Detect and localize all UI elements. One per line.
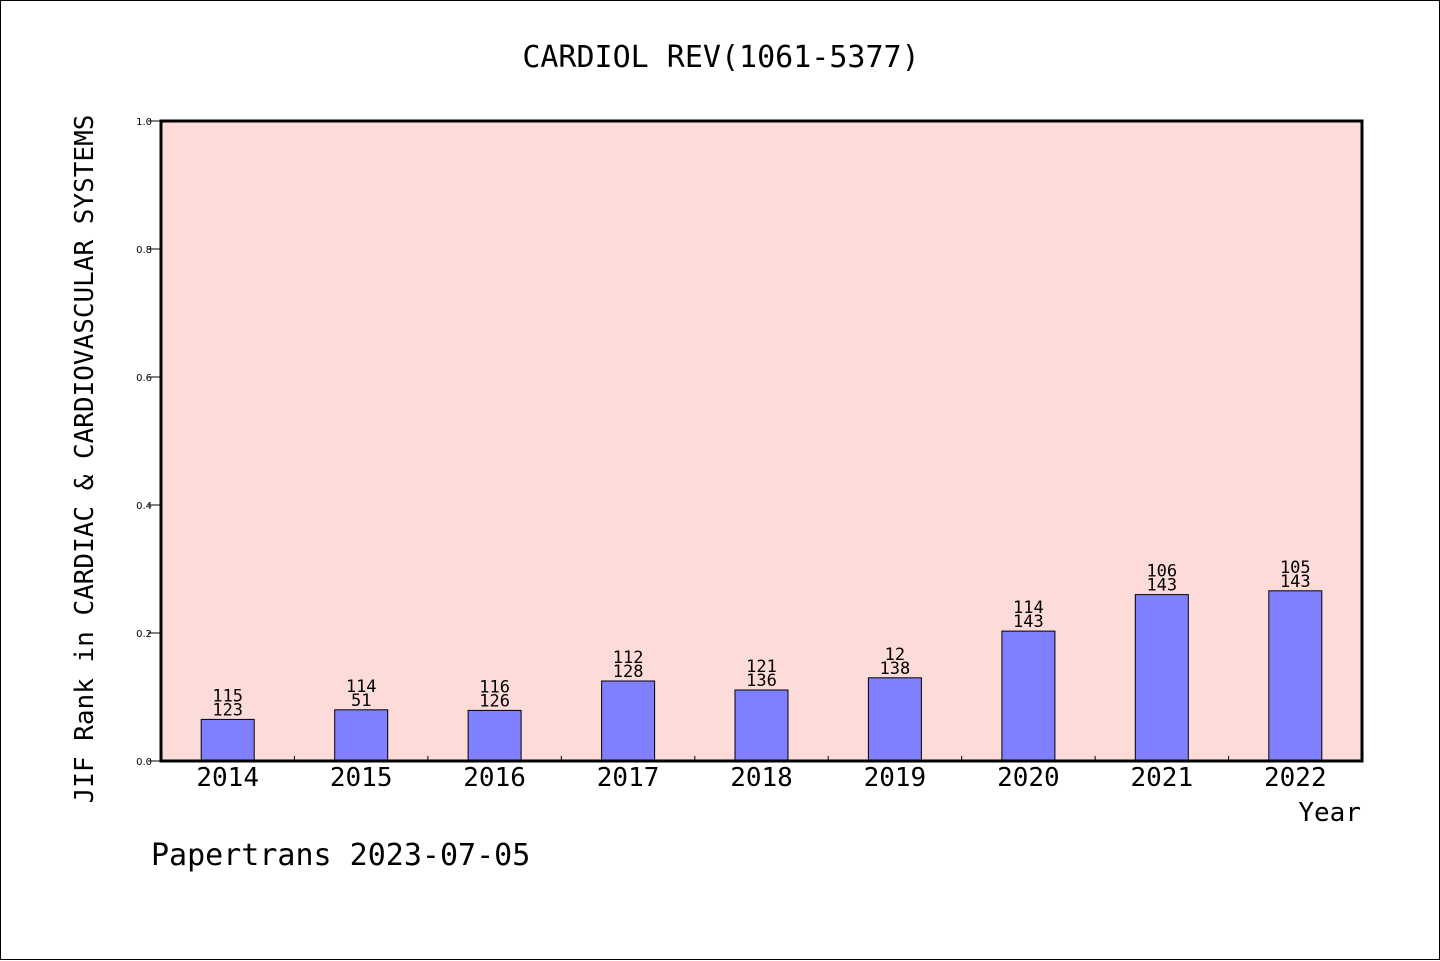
bar-label-top: 12 xyxy=(885,645,905,665)
bar-label-bottom: 143 xyxy=(1146,576,1177,596)
bar-label-top: 112 xyxy=(613,648,644,668)
bar-label-top: 116 xyxy=(479,677,510,697)
bar-label-bottom: 128 xyxy=(613,662,644,682)
bar-2019 xyxy=(867,677,922,762)
x-axis-label: Year xyxy=(1298,798,1361,828)
plot-border xyxy=(159,119,1364,763)
bar-2018 xyxy=(734,689,789,762)
y-tick-label: 0.6 xyxy=(136,373,152,384)
chart-title: CARDIOL REV(1061-5377) xyxy=(522,40,919,75)
x-tick-label: 2015 xyxy=(330,763,393,793)
x-tick-label: 2016 xyxy=(463,763,526,793)
bar-label-bottom: 126 xyxy=(479,691,510,711)
x-tick-label: 2022 xyxy=(1264,763,1327,793)
bar-label-bottom: 51 xyxy=(351,691,371,711)
y-tick-label: 0.4 xyxy=(136,501,152,512)
bar-label-top: 114 xyxy=(1013,598,1044,618)
bar-2021 xyxy=(1134,594,1189,762)
bar-label-bottom: 123 xyxy=(212,700,243,720)
y-tick-label: 0.0 xyxy=(136,757,152,768)
bar-2014 xyxy=(200,718,255,762)
x-tick-label: 2017 xyxy=(597,763,660,793)
y-tick-label: 1.0 xyxy=(136,117,152,128)
bar-label-top: 121 xyxy=(746,657,777,677)
y-axis-label: JIF Rank in CARDIAC & CARDIOVASCULAR SYS… xyxy=(70,115,100,804)
x-tick-label: 2018 xyxy=(730,763,793,793)
footer-credit: Papertrans 2023-07-05 xyxy=(151,838,530,873)
bar-label-top: 106 xyxy=(1146,562,1177,582)
y-tick-label: 0.8 xyxy=(136,245,152,256)
y-axis: 0.0 0.2 0.4 0.6 0.8 1.0 xyxy=(136,117,161,768)
bar-label-top: 115 xyxy=(212,686,243,706)
x-tick-label: 2014 xyxy=(196,763,259,793)
bar-label-bottom: 143 xyxy=(1280,572,1311,592)
bar-2015 xyxy=(334,709,389,762)
bar-2017 xyxy=(601,680,656,762)
bar-label-top: 114 xyxy=(346,677,377,697)
y-tick-label: 0.2 xyxy=(136,629,152,640)
bar-2022 xyxy=(1268,590,1323,762)
x-tick-label: 2019 xyxy=(864,763,927,793)
bar-label-bottom: 138 xyxy=(880,659,911,679)
x-axis: 2014 2015 2016 2017 2018 2019 2020 2021 2022 xyxy=(196,756,1327,793)
bars-group xyxy=(200,590,1323,762)
x-tick-label: 2021 xyxy=(1130,763,1193,793)
bar-label-bottom: 143 xyxy=(1013,612,1044,632)
bar-2016 xyxy=(467,709,522,762)
x-tick-label: 2020 xyxy=(997,763,1060,793)
bar-label-top: 105 xyxy=(1280,558,1311,578)
bar-label-bottom: 136 xyxy=(746,671,777,691)
bar-2020 xyxy=(1001,630,1056,762)
